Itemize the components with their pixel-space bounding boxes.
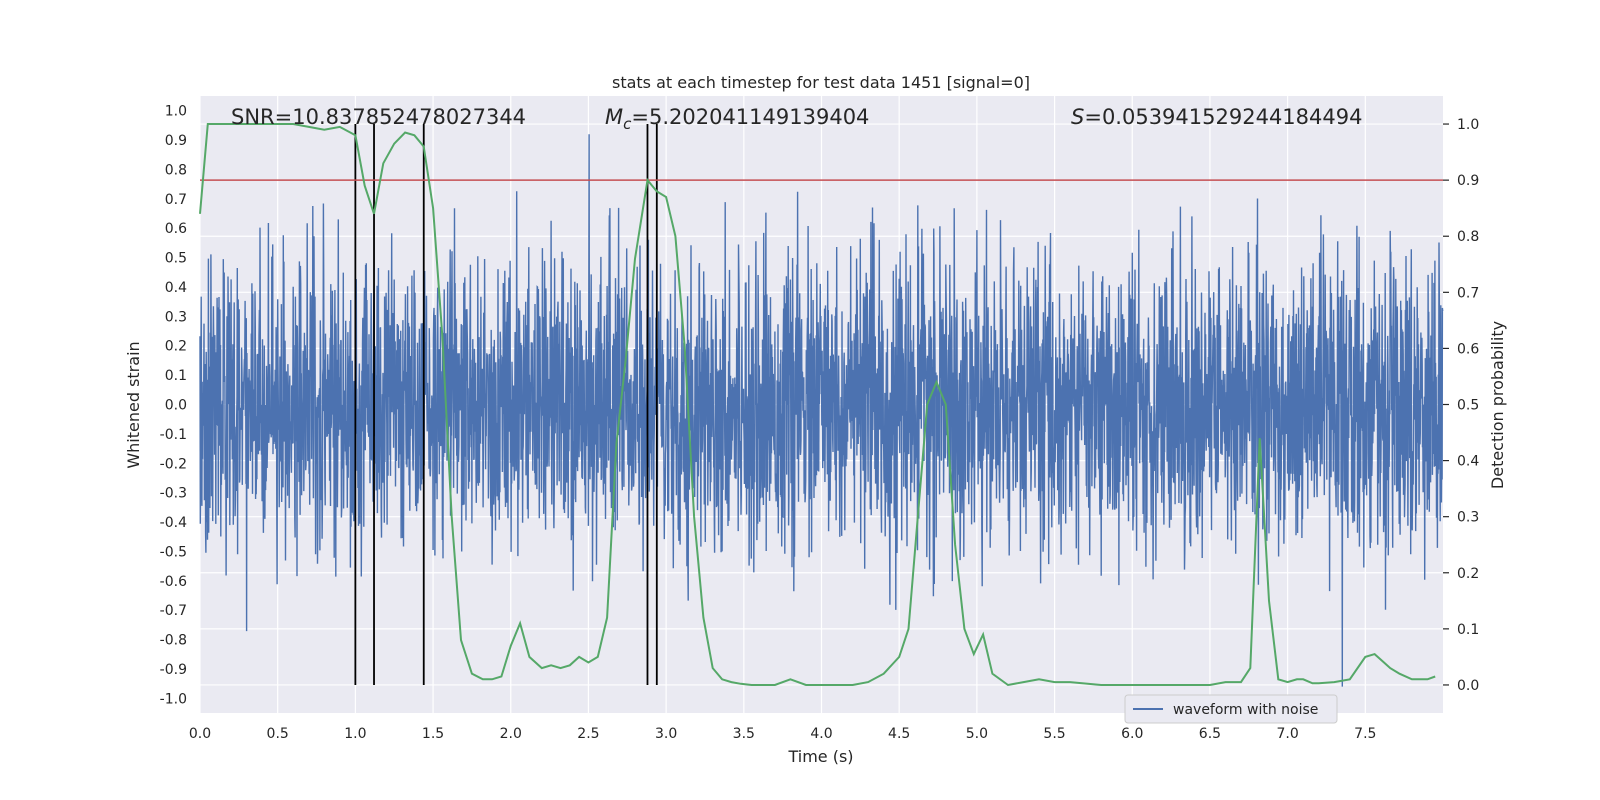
y2-tick-label: 0.6 <box>1457 341 1479 357</box>
x-tick-label: 1.5 <box>422 726 444 742</box>
y-tick-label: 0.6 <box>165 221 187 237</box>
y2-tick-label: 1.0 <box>1457 117 1479 133</box>
y2-tick-label: 0.8 <box>1457 229 1479 245</box>
y2-axis-label: Detection probability <box>1488 321 1507 489</box>
s-symbol: S <box>1071 105 1084 129</box>
vertical-markers <box>354 124 658 685</box>
x-tick-label: 3.0 <box>655 726 677 742</box>
strain-trace <box>199 134 1444 687</box>
chart-title: stats at each timestep for test data 145… <box>612 73 1030 92</box>
y-tick-label: 0.1 <box>165 368 187 384</box>
y-tick-label: 0.2 <box>165 339 187 355</box>
y2-tick-label: 0.4 <box>1457 454 1479 470</box>
y2-tick-label: 0.0 <box>1457 678 1479 694</box>
x-tick-label: 7.5 <box>1354 726 1376 742</box>
x-tick-label: 6.0 <box>1121 726 1143 742</box>
y-tick-label: -0.8 <box>160 633 187 649</box>
x-tick-label: 3.5 <box>733 726 755 742</box>
y-tick-label: 0.0 <box>165 398 187 414</box>
legend: waveform with noise <box>1124 694 1338 724</box>
y-tick-label: -0.7 <box>160 603 187 619</box>
x-axis-label: Time (s) <box>787 747 853 766</box>
snr-annotation: SNR=10.837852478027344 <box>231 105 526 129</box>
y2-tick-label: 0.5 <box>1457 398 1479 414</box>
legend-box <box>1124 694 1338 724</box>
y-tick-label: -0.5 <box>160 544 187 560</box>
x-tick-label: 4.0 <box>810 726 832 742</box>
y-tick-label: -0.4 <box>160 515 187 531</box>
s-annotation: S=0.053941529244184494 <box>1071 105 1362 129</box>
y-tick-label: -0.9 <box>160 662 187 678</box>
chirp-mass-value: =5.202041149139404 <box>631 105 869 129</box>
chirp-mass-subscript: c <box>623 115 632 133</box>
y-tick-label: 0.5 <box>165 251 187 267</box>
x-tick-label: 7.0 <box>1276 726 1298 742</box>
y-tick-label: -1.0 <box>160 691 187 707</box>
x-tick-label: 5.0 <box>966 726 988 742</box>
y-tick-label: 0.4 <box>165 280 187 296</box>
y2-tick-label: 0.3 <box>1457 510 1479 526</box>
x-axis-ticks: 0.0 0.5 1.0 1.5 2.0 2.5 3.0 3.5 4.0 4.5 5.0 5.5 6.0 6… <box>189 726 1377 742</box>
y-tick-label: 0.3 <box>165 309 187 325</box>
x-tick-label: 2.0 <box>500 726 522 742</box>
y-tick-label: 1.0 <box>165 104 187 120</box>
x-tick-label: 2.5 <box>577 726 599 742</box>
detection-probability-series <box>199 123 1436 687</box>
y-tick-label: -0.1 <box>160 427 187 443</box>
y-tick-label: -0.3 <box>160 486 187 502</box>
y2-tick-label: 0.7 <box>1457 285 1479 301</box>
y-tick-label: -0.2 <box>160 456 187 472</box>
y-axis-label: Whitened strain <box>124 341 143 468</box>
x-tick-label: 6.5 <box>1199 726 1221 742</box>
y2-tick-label: 0.2 <box>1457 566 1479 582</box>
y2-axis-ticks: 1.0 0.9 0.8 0.7 0.6 0.5 0.4 0.3 0.2 0.1 0.0 <box>1443 117 1479 694</box>
x-tick-label: 1.0 <box>344 726 366 742</box>
y-tick-label: 0.9 <box>165 133 187 149</box>
y2-tick-label: 0.1 <box>1457 622 1479 638</box>
waveform-with-noise-series <box>199 134 1444 687</box>
x-tick-label: 0.5 <box>267 726 289 742</box>
legend-label: waveform with noise <box>1173 702 1318 718</box>
s-value: =0.053941529244184494 <box>1084 105 1362 129</box>
y-tick-label: -0.6 <box>160 574 187 590</box>
y-axis-ticks: 1.0 0.9 0.8 0.7 0.6 0.5 0.4 0.3 0.2 0.1 0.0 -0.1 -0.… <box>160 104 187 708</box>
chirp-mass-annotation: Mc=5.202041149139404 <box>605 105 869 133</box>
x-tick-label: 5.5 <box>1043 726 1065 742</box>
chirp-mass-symbol: M <box>605 105 623 129</box>
x-tick-label: 4.5 <box>888 726 910 742</box>
y-tick-label: 0.8 <box>165 162 187 178</box>
y2-tick-label: 0.9 <box>1457 173 1479 189</box>
x-tick-label: 0.0 <box>189 726 211 742</box>
y-tick-label: 0.7 <box>165 192 187 208</box>
